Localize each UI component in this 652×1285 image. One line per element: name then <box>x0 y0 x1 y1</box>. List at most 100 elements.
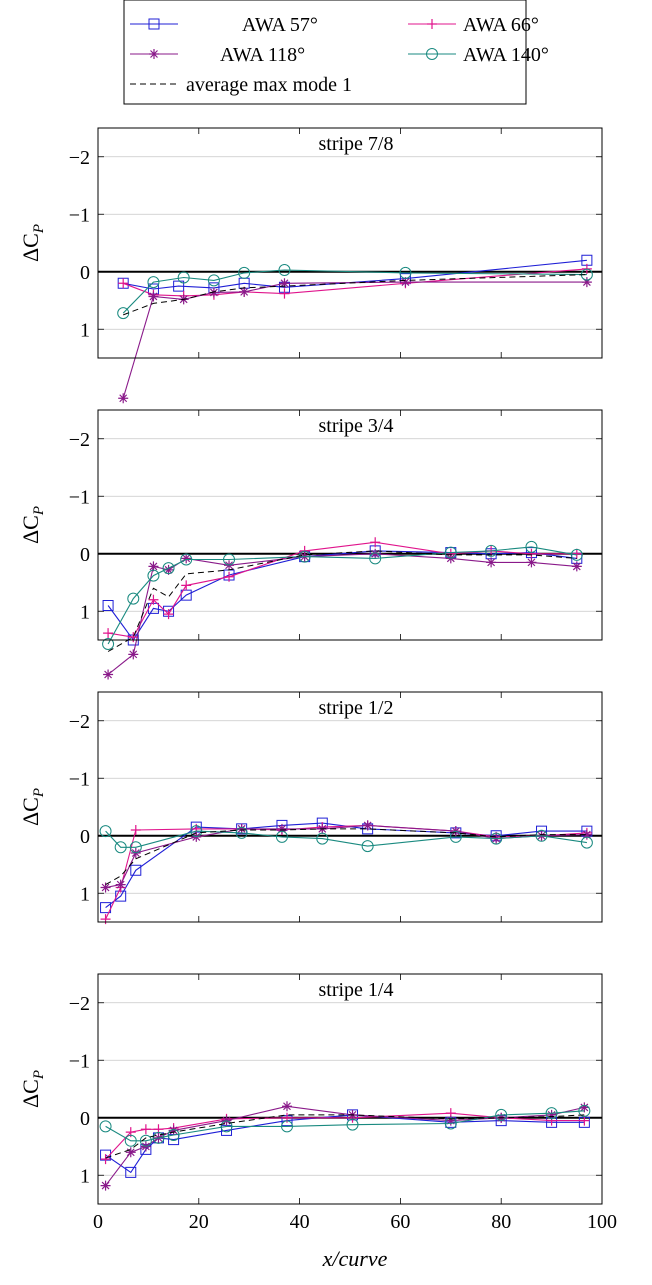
series-line-awa57 <box>107 550 577 641</box>
data-point-awa66 <box>163 609 174 620</box>
data-point-awa66 <box>181 580 192 591</box>
x-tick-label: 80 <box>491 1211 511 1233</box>
series-line-awa140 <box>105 1110 585 1142</box>
legend-entry-awa118: AWA 118° <box>130 44 305 66</box>
data-point-awa66 <box>526 548 537 559</box>
data-point-awa118 <box>400 277 411 288</box>
y-axis-label-sub: P <box>31 788 47 798</box>
y-tick-label: 1 <box>80 883 90 905</box>
data-point-awa140 <box>238 266 251 279</box>
y-tick-label: 1 <box>80 319 90 341</box>
legend-marker-awa140 <box>426 48 438 60</box>
data-point-awa118 <box>526 557 537 568</box>
panel-title: stripe 3/4 <box>319 415 394 437</box>
panel-1: −2 −1 0 1 stripe 7/8 ΔCP <box>18 127 603 404</box>
data-point-awa140 <box>399 266 412 279</box>
legend-label-awa118: AWA 118° <box>220 44 305 66</box>
data-point-awa118 <box>370 548 381 559</box>
series-line-awa66 <box>123 268 587 297</box>
data-point-awa140 <box>570 548 583 561</box>
y-tick-label: −2 <box>69 711 90 733</box>
data-point-awa118 <box>168 1125 179 1136</box>
data-point-awa140 <box>535 829 548 842</box>
data-point-awa140 <box>485 544 498 557</box>
data-point-awa140 <box>346 1118 359 1131</box>
data-point-awa140 <box>220 1120 233 1133</box>
y-axis-label-main: ΔC <box>18 797 43 826</box>
data-point-awa118 <box>362 820 373 831</box>
data-point-awa118 <box>279 278 290 289</box>
series-line-awa57 <box>105 1114 585 1174</box>
x-tick-label: 60 <box>390 1211 410 1233</box>
y-axis-label: ΔCP <box>18 1070 47 1108</box>
data-point-awa118 <box>282 1101 292 1112</box>
data-point-awa140 <box>180 553 193 566</box>
data-point-awa118 <box>486 557 497 568</box>
panel-title: stripe 7/8 <box>319 133 394 155</box>
data-point-awa66 <box>224 571 235 582</box>
data-point-awa118 <box>148 561 159 572</box>
series-line-awa57 <box>123 259 587 290</box>
data-point-awa140 <box>223 553 236 566</box>
y-axis-label: ΔCP <box>18 224 47 262</box>
data-point-awa140 <box>114 841 127 854</box>
data-point-awa57 <box>173 280 185 292</box>
data-point-awa118 <box>181 553 192 564</box>
legend-entry-awa57: AWA 57° <box>130 14 318 36</box>
data-point-awa118 <box>115 879 126 890</box>
data-point-awa118 <box>276 823 287 834</box>
data-point-awa140 <box>129 841 142 854</box>
data-point-awa140 <box>275 830 288 843</box>
series-line-awa118 <box>105 824 587 889</box>
y-tick-label: −2 <box>69 429 90 451</box>
data-point-awa66 <box>140 1124 151 1135</box>
legend-label-awa140: AWA 140° <box>463 44 549 66</box>
series-line-avg <box>105 828 587 886</box>
data-point-awa118 <box>128 649 139 660</box>
panel-title: stripe 1/4 <box>319 979 394 1001</box>
data-point-awa66 <box>130 825 141 835</box>
data-point-awa118 <box>445 1115 456 1126</box>
legend: AWA 57° AWA 66° AWA 118° AWA 140° average ma… <box>123 0 549 105</box>
series-line-avg <box>123 274 587 316</box>
y-axis-label-sub: P <box>31 1070 47 1080</box>
data-point-awa118 <box>148 291 159 302</box>
x-tick-label: 100 <box>587 1211 617 1233</box>
series-line-awa57 <box>105 822 587 909</box>
data-point-awa140 <box>444 546 457 559</box>
y-tick-label: 1 <box>80 601 90 623</box>
data-point-awa140 <box>490 832 503 845</box>
y-tick-label: 1 <box>80 1165 90 1187</box>
data-point-awa140 <box>99 1120 112 1133</box>
data-point-awa118 <box>236 823 247 834</box>
data-point-awa140 <box>207 274 220 287</box>
y-tick-label: −1 <box>69 204 90 226</box>
data-point-awa140 <box>102 638 115 651</box>
data-point-awa118 <box>208 287 219 298</box>
data-point-awa57 <box>130 864 142 876</box>
data-point-awa140 <box>316 832 329 845</box>
legend-entry-awa66: AWA 66° <box>408 14 539 36</box>
data-point-awa140 <box>449 830 462 843</box>
data-point-awa118 <box>571 561 582 572</box>
data-point-awa140 <box>361 840 374 853</box>
y-axis-label: ΔCP <box>18 506 47 544</box>
panel-3: −2 −1 0 1 stripe 1/2 ΔCP <box>18 691 603 925</box>
series-line-awa66 <box>105 824 587 920</box>
y-axis-label: ΔCP <box>18 788 47 826</box>
y-tick-label: 0 <box>80 262 90 284</box>
x-tick-label: 40 <box>290 1211 310 1233</box>
plot-frame <box>97 973 603 1205</box>
series-line-awa140 <box>122 269 587 314</box>
data-point-awa140 <box>525 540 538 553</box>
data-point-awa66 <box>118 278 129 289</box>
data-point-awa140 <box>578 1104 591 1117</box>
y-axis-label-main: ΔC <box>18 515 43 544</box>
data-point-awa140 <box>162 562 175 575</box>
data-point-awa66 <box>100 914 111 925</box>
legend-entry-avg: average max mode 1 <box>130 74 352 96</box>
legend-marker-awa66 <box>427 19 437 29</box>
series-line-awa66 <box>105 1112 585 1160</box>
y-tick-label: −2 <box>69 993 90 1015</box>
